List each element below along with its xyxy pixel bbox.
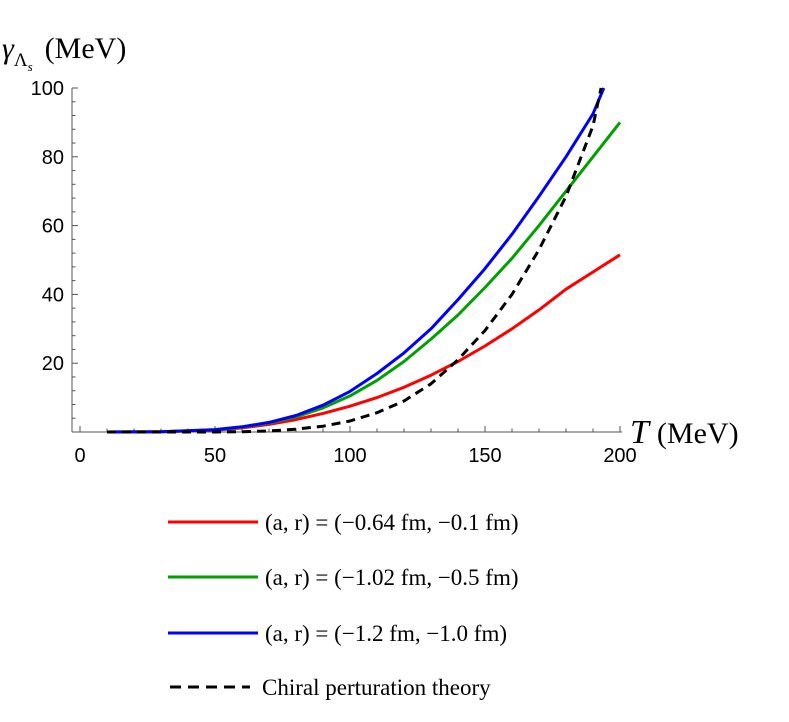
x-tick-label: 100 (333, 445, 366, 467)
y-tick-label: 20 (42, 353, 64, 375)
legend-label-1: (a, r) = (−0.64 fm, −0.1 fm) (265, 510, 519, 535)
series-line-3 (106, 87, 606, 434)
y-axis-title: γΛs(MeV) (2, 32, 126, 74)
legend: (a, r) = (−0.64 fm, −0.1 fm) (a, r) = (−1… (168, 510, 519, 700)
plot-area: 0 50 100 150 200 20 40 60 80 100 (31, 78, 637, 467)
x-tick-label: 150 (468, 445, 501, 467)
x-tick-label: 50 (204, 445, 226, 467)
legend-label-3: (a, r) = (−1.2 fm, −1.0 fm) (265, 621, 507, 646)
y-tick-label: 40 (42, 284, 64, 306)
x-ticks: 0 50 100 150 200 (74, 426, 637, 467)
y-tick-label: 60 (42, 216, 64, 238)
x-tick-label: 200 (603, 445, 636, 467)
series-line-4 (107, 87, 603, 434)
series-lines (106, 87, 622, 434)
legend-label-4: Chiral perturation theory (262, 675, 491, 700)
y-ticks: 20 40 60 80 100 (31, 78, 78, 419)
series-line-2 (106, 121, 622, 434)
x-axis-title: T (MeV) (630, 414, 739, 451)
legend-label-2: (a, r) = (−1.02 fm, −0.5 fm) (265, 565, 519, 590)
series-line-1 (106, 253, 621, 434)
y-tick-label: 100 (31, 78, 64, 100)
y-tick-label: 80 (42, 147, 64, 169)
x-tick-label: 0 (74, 445, 85, 467)
